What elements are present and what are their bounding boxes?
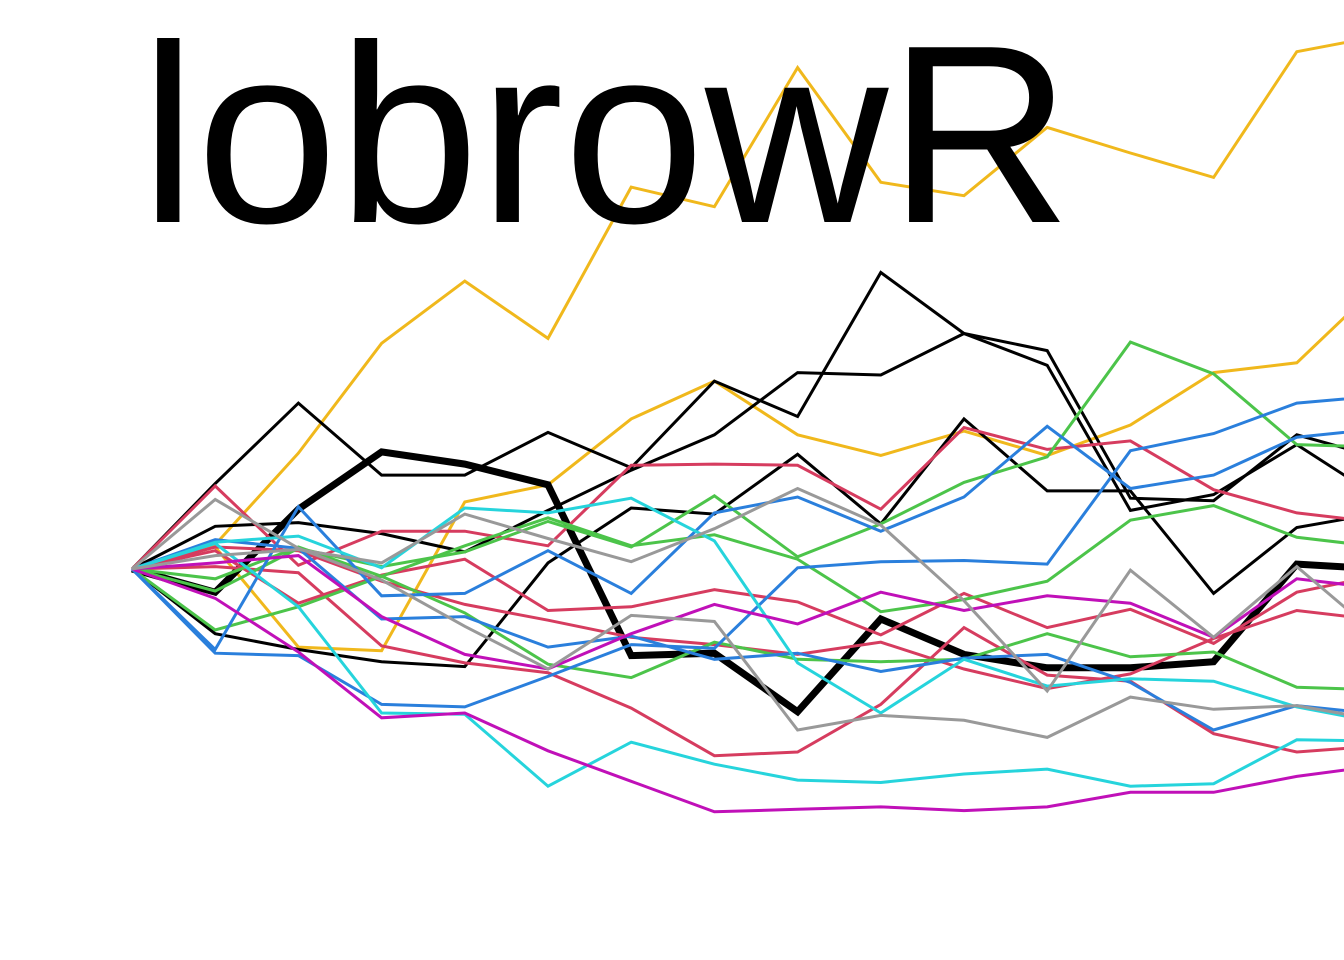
chart-title: lobrowR [140, 0, 1072, 276]
series-line-18 [131, 496, 1344, 718]
series-line-12 [131, 567, 1344, 691]
series-lines [130, 41, 1344, 814]
series-line-1 [131, 41, 1344, 571]
series-line-13 [131, 504, 1344, 614]
series-line-22 [131, 486, 1344, 694]
series-line-21 [131, 497, 1344, 739]
series-line-16 [131, 538, 1344, 732]
series-line-6 [131, 448, 1344, 717]
series-line-19 [131, 567, 1344, 814]
series-line-4 [131, 331, 1344, 571]
series-line-20 [131, 554, 1344, 671]
series-line-15 [130, 397, 1344, 709]
series-line-2 [131, 315, 1344, 653]
series-line-7 [130, 425, 1344, 571]
series-line-3 [130, 270, 1344, 571]
series-line-5 [131, 416, 1344, 669]
series-line-17 [131, 541, 1344, 789]
series-line-8 [131, 549, 1344, 646]
